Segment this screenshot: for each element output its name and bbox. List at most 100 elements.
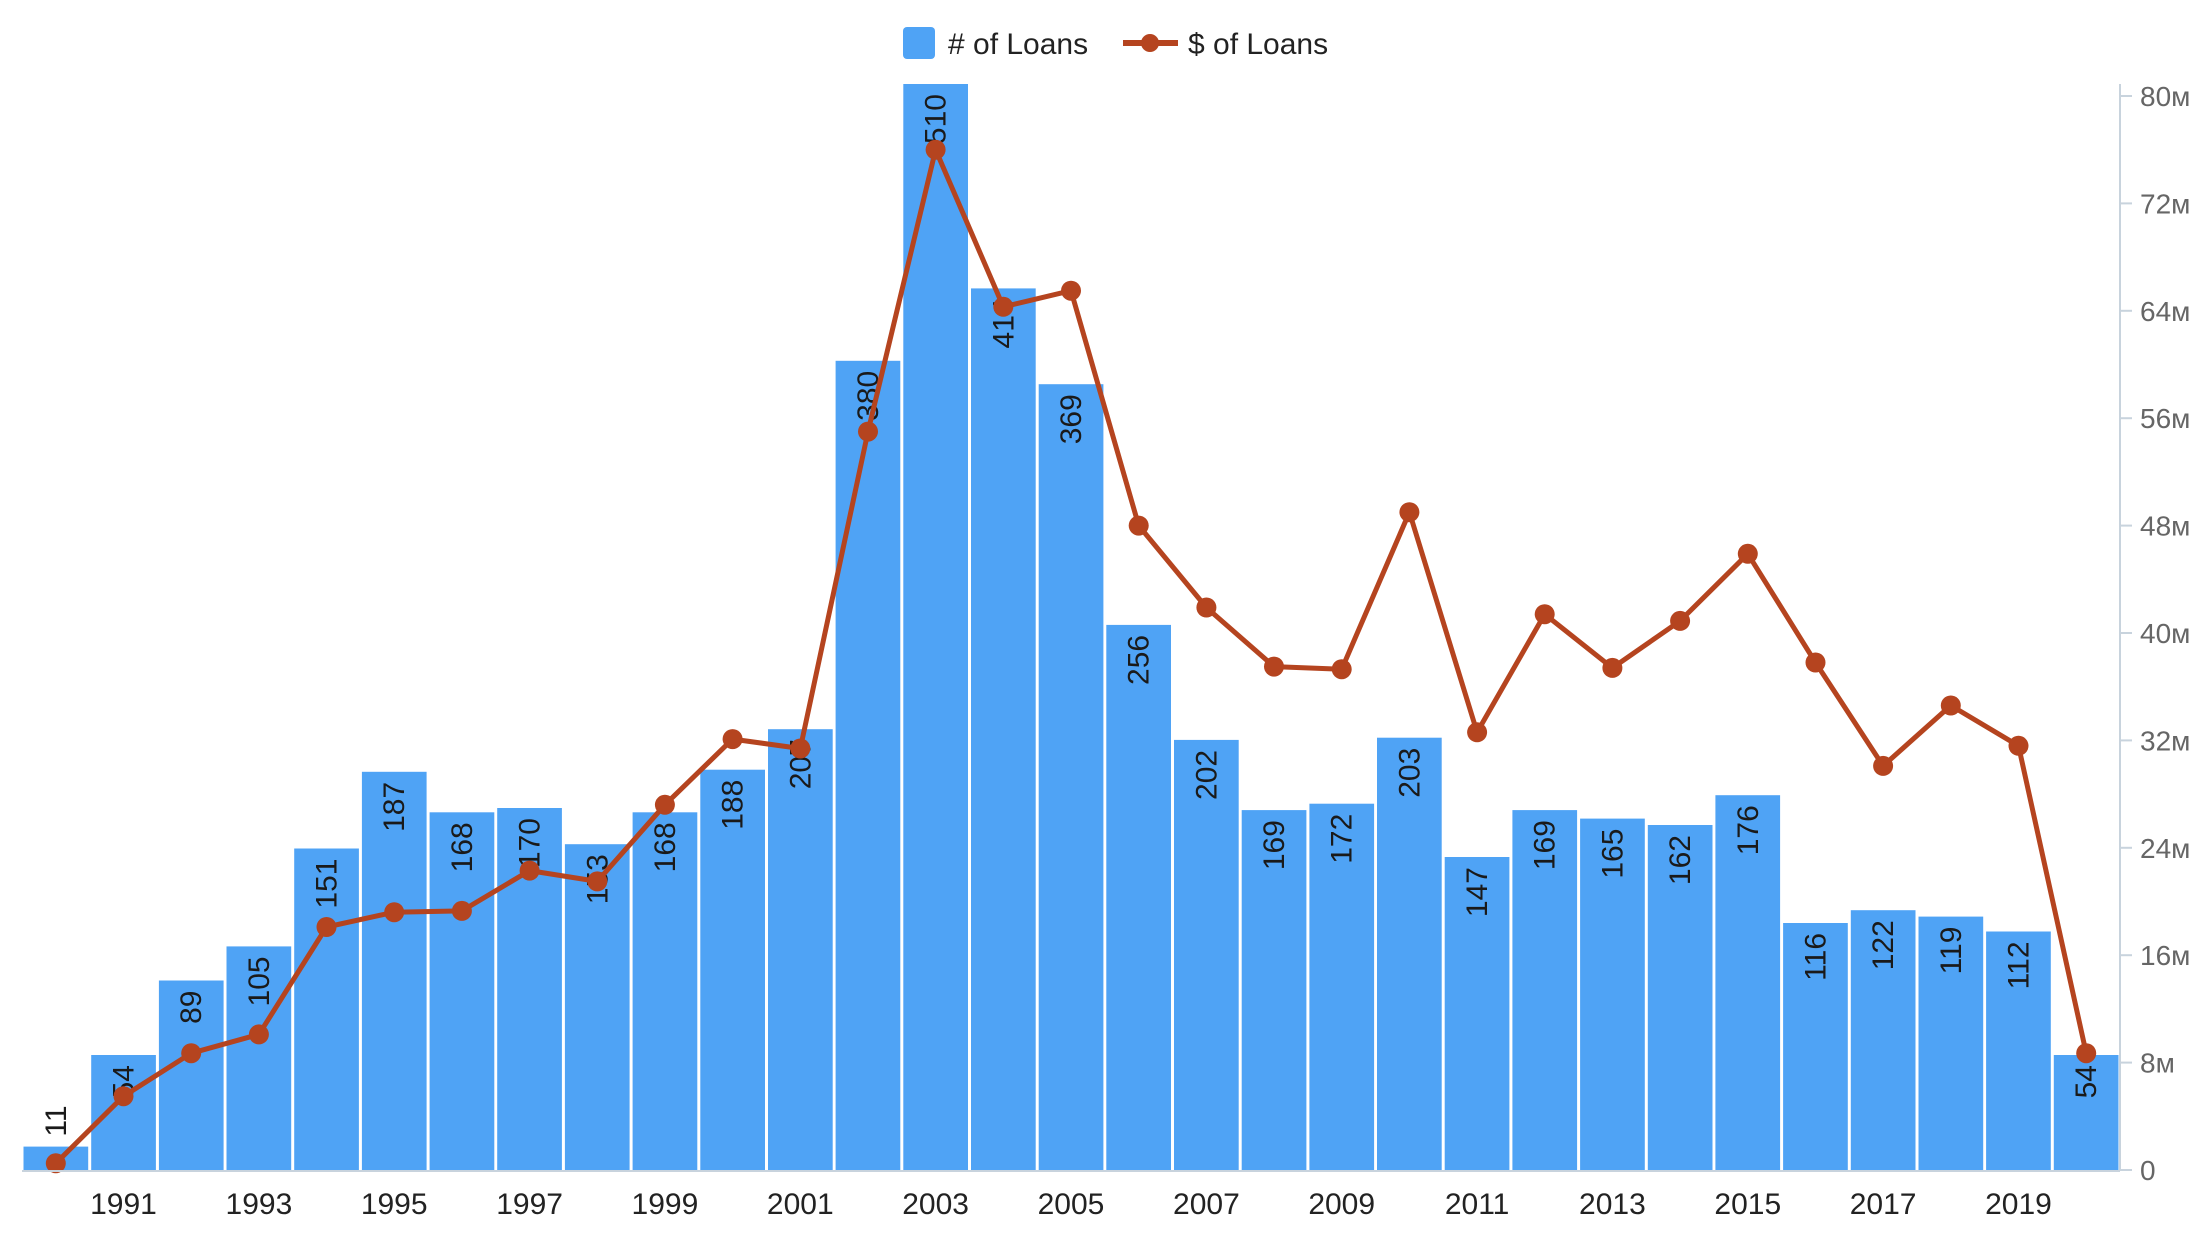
y-tick-label-8: 8м — [2140, 1048, 2175, 1079]
legend-label-loan-count: # of Loans — [948, 28, 1088, 61]
bar-label-2009: 172 — [1326, 814, 1359, 864]
x-axis: 1991 1993 1995 1997 1999 2001 2003 2005 2007 2009… — [22, 1170, 2120, 1221]
bar-label-2019: 112 — [2003, 942, 2036, 990]
bar-label-2020: 54 — [2070, 1065, 2103, 1098]
bar-2012 — [1512, 810, 1578, 1170]
bar-label-2015: 176 — [1732, 805, 1765, 855]
line-point-2014 — [1670, 610, 1691, 631]
bar-2015 — [1715, 795, 1781, 1170]
bar-2004 — [971, 288, 1036, 1170]
bar-label-1996: 168 — [446, 822, 479, 872]
bar-2016 — [1783, 923, 1848, 1170]
x-tick-label-2011: 2011 — [1445, 1188, 1510, 1221]
line-point-1991 — [113, 1086, 134, 1107]
line-point-2015 — [1737, 543, 1758, 564]
x-tick-label-1991: 1991 — [90, 1188, 157, 1221]
bar-1999 — [632, 812, 698, 1170]
bar-2018 — [1918, 916, 1984, 1170]
bar-2005 — [1038, 384, 1104, 1170]
x-tick-label-1995: 1995 — [361, 1188, 428, 1221]
line-point-2008 — [1264, 656, 1284, 677]
y-axis-right: 0 8м 16м 24м 32м 40м 48м 56м 64м 72м 80м — [2119, 81, 2190, 1186]
line-point-2018 — [1940, 695, 1961, 716]
bar-label-2014: 162 — [1664, 835, 1697, 885]
x-tick-label-2005: 2005 — [1038, 1188, 1105, 1221]
bar-2020 — [2053, 1055, 2119, 1170]
y-tick-label-56: 56м — [2140, 403, 2190, 434]
bar-1992 — [158, 980, 224, 1170]
bar-label-2010: 203 — [1393, 748, 1426, 798]
bar-2000 — [700, 769, 765, 1170]
bar-1998 — [564, 844, 630, 1170]
bar-1995 — [361, 771, 427, 1170]
bar-label-2018: 119 — [1935, 927, 1968, 975]
x-tick-label-1999: 1999 — [632, 1188, 699, 1221]
bar-1993 — [226, 946, 292, 1170]
y-tick-label-40: 40м — [2140, 618, 2190, 649]
x-tick-label-2019: 2019 — [1985, 1188, 2052, 1221]
bar-label-1999: 168 — [649, 822, 682, 872]
bar-label-2007: 202 — [1190, 750, 1223, 800]
bar-label-2005: 369 — [1055, 394, 1088, 444]
line-point-1992 — [181, 1043, 202, 1064]
line-point-2009 — [1331, 659, 1352, 680]
x-tick-label-2017: 2017 — [1850, 1188, 1917, 1221]
bar-2002 — [835, 360, 901, 1170]
bar-label-2011: 147 — [1461, 867, 1494, 917]
bar-label-1994: 151 — [311, 859, 344, 909]
y-tick-label-32: 32м — [2140, 725, 2190, 756]
line-point-2010 — [1399, 502, 1420, 523]
line-point-2007 — [1196, 597, 1217, 618]
line-point-2004 — [993, 296, 1014, 317]
x-tick-label-2009: 2009 — [1308, 1188, 1375, 1221]
line-point-1998 — [587, 871, 608, 892]
y-tick-label-64: 64м — [2140, 296, 2190, 327]
line-point-2001 — [790, 738, 811, 759]
bar-2001 — [768, 729, 833, 1170]
bar-label-2000: 188 — [717, 780, 750, 830]
bar-label-2006: 256 — [1123, 635, 1156, 685]
x-tick-label-1997: 1997 — [496, 1188, 563, 1221]
line-point-1994 — [316, 917, 337, 937]
line-series — [45, 139, 2097, 1174]
legend-label-loan-amount: $ of Loans — [1188, 28, 1328, 61]
y-tick-label-24: 24м — [2140, 833, 2190, 864]
line-point-2020 — [2076, 1043, 2097, 1064]
line-point-1996 — [451, 900, 472, 921]
bar-2013 — [1580, 818, 1645, 1170]
line-point-1993 — [248, 1024, 269, 1045]
bar-2014 — [1647, 825, 1713, 1170]
x-tick-label-2007: 2007 — [1173, 1188, 1240, 1221]
bar-label-2013: 165 — [1596, 829, 1629, 879]
line-point-2005 — [1061, 280, 1081, 301]
bar-2003 — [903, 84, 968, 1170]
x-tick-label-1993: 1993 — [226, 1188, 293, 1221]
line-point-2006 — [1128, 515, 1149, 536]
bar-label-2017: 122 — [1867, 920, 1900, 970]
line-point-1997 — [519, 860, 540, 881]
bar-2007 — [1174, 739, 1239, 1170]
y-tick-label-80: 80м — [2140, 81, 2190, 112]
legend-swatch-loan-count — [903, 27, 935, 59]
bar-label-2008: 169 — [1258, 820, 1291, 870]
bar-2006 — [1106, 624, 1171, 1170]
y-tick-label-0: 0 — [2140, 1155, 2156, 1186]
line-point-2012 — [1534, 604, 1555, 625]
bar-2011 — [1444, 857, 1510, 1170]
legend-marker-loan-amount — [1141, 34, 1159, 52]
bar-2017 — [1850, 910, 1916, 1170]
bar-1991 — [91, 1055, 156, 1170]
line-point-1999 — [654, 794, 675, 815]
y-tick-label-16: 16м — [2140, 940, 2190, 971]
bar-label-1990: 11 — [40, 1105, 73, 1136]
y-tick-label-72: 72м — [2140, 188, 2190, 219]
line-point-1995 — [384, 902, 405, 923]
bar-2009 — [1309, 803, 1375, 1170]
bar-label-1995: 187 — [378, 782, 411, 832]
bar-label-2012: 169 — [1529, 820, 1562, 870]
line-point-2017 — [1873, 755, 1894, 776]
bar-labels: 1154891051511871681701531681882073805104… — [40, 94, 2103, 1137]
bar-2019 — [1986, 931, 2051, 1170]
bar-2010 — [1377, 737, 1442, 1170]
bar-2008 — [1241, 810, 1307, 1170]
